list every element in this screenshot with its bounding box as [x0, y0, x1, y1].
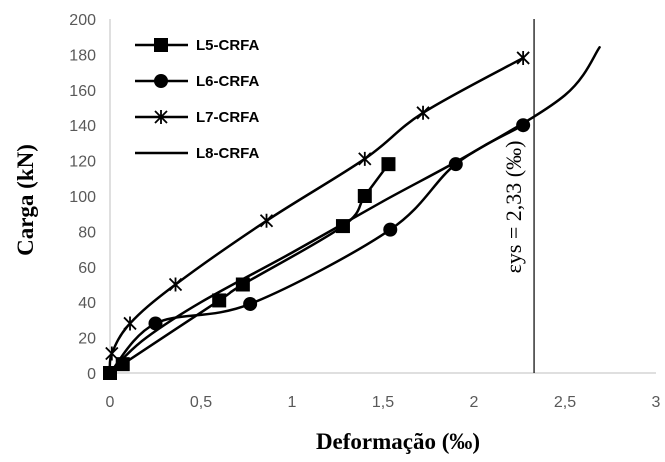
legend-label: L8-CRFA — [196, 145, 260, 162]
x-tick-label: 3 — [652, 394, 661, 411]
y-tick-label: 20 — [78, 331, 96, 348]
x-tick-label: 1,5 — [372, 394, 394, 411]
annotation-layer: εys = 2,33 (‰) — [501, 19, 535, 373]
plot-area: 0 0,5 1 1,5 2 2,5 3 0 20 40 60 80 100 120 140 160 180 20… — [69, 12, 660, 411]
x-tick-label: 0 — [106, 394, 115, 411]
x-axis-title: Deformação (‰) — [316, 429, 480, 454]
y-tick-labels: 0 20 40 60 80 100 120 140 160 180 200 — [69, 12, 96, 383]
series-line — [108, 56, 525, 375]
series-l5-crfa — [103, 157, 396, 380]
x-tick-label: 1 — [288, 394, 297, 411]
y-tick-label: 0 — [87, 366, 96, 383]
legend-label: L6-CRFA — [196, 73, 260, 90]
data-point — [168, 277, 183, 292]
series-l8-crfa — [108, 46, 601, 375]
legend-marker — [154, 110, 168, 124]
y-tick-label: 160 — [69, 83, 96, 100]
data-point — [416, 105, 430, 120]
y-tick-label: 140 — [69, 118, 96, 135]
data-point — [383, 222, 398, 237]
data-point — [358, 151, 372, 166]
series-line — [108, 162, 390, 375]
series-layer — [103, 46, 601, 380]
series-l7-crfa — [103, 50, 530, 380]
legend-marker — [154, 74, 168, 88]
y-tick-label: 80 — [78, 224, 96, 241]
data-point — [105, 346, 119, 361]
y-axis-title: Carga (kN) — [13, 144, 38, 256]
x-tick-label: 2 — [470, 394, 479, 411]
data-point — [259, 213, 274, 228]
data-point — [381, 157, 396, 172]
x-tick-label: 2,5 — [554, 394, 576, 411]
y-tick-label: 120 — [69, 154, 96, 171]
legend-item: L8-CRFA — [135, 145, 260, 162]
series-line — [108, 46, 601, 375]
y-tick-label: 200 — [69, 12, 96, 29]
x-tick-label: 0,5 — [190, 394, 212, 411]
legend-item: L5-CRFA — [135, 37, 260, 54]
yield-strain-label: εys = 2,33 (‰) — [501, 141, 526, 274]
legend-item: L6-CRFA — [135, 73, 260, 90]
data-point — [357, 189, 372, 203]
y-tick-label: 180 — [69, 47, 96, 64]
y-tick-label: 40 — [78, 295, 96, 312]
legend-marker — [154, 38, 168, 52]
data-point — [243, 296, 258, 311]
y-tick-label: 100 — [69, 189, 96, 206]
x-tick-labels: 0 0,5 1 1,5 2 2,5 3 — [106, 394, 661, 411]
data-point — [516, 50, 530, 65]
legend-label: L7-CRFA — [196, 109, 260, 126]
data-point — [212, 293, 227, 308]
data-point — [123, 316, 137, 331]
y-tick-label: 60 — [78, 260, 96, 277]
legend-item: L7-CRFA — [135, 109, 260, 126]
legend: L5-CRFA L6-CRFA L7-CRFA L8-CRFA — [135, 37, 260, 162]
legend-label: L5-CRFA — [196, 37, 260, 54]
data-point — [148, 316, 163, 331]
